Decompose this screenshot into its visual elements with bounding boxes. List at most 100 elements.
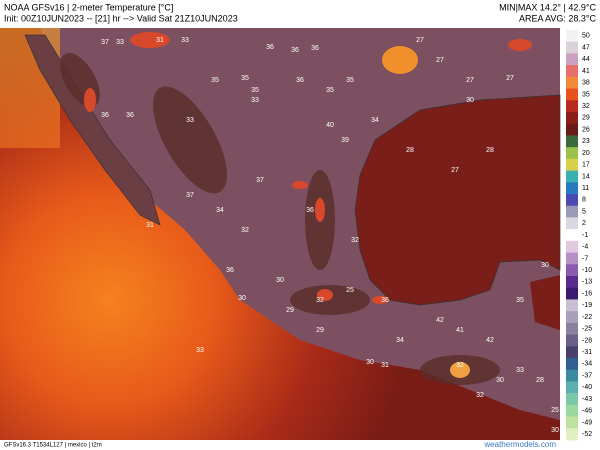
colorbar-swatch (566, 334, 578, 347)
colorbar-swatch (566, 240, 578, 254)
model-info: GFSv16.3 T1534L127 | mexico | t2m (4, 443, 102, 449)
temp-label: 36 (226, 267, 234, 274)
colorbar-swatch (566, 182, 578, 195)
colorbar-swatch (566, 53, 578, 66)
colorbar-label: 35 (582, 91, 590, 98)
colorbar-swatch (566, 229, 578, 242)
colorbar-label: 50 (582, 33, 590, 40)
colorbar-swatch (566, 346, 578, 359)
temp-label: 36 (381, 297, 389, 304)
colorbar-label: 2 (582, 220, 586, 227)
temp-label: 29 (316, 327, 324, 334)
colorbar-swatch (566, 112, 578, 125)
colorbar-swatch (566, 393, 578, 406)
temp-label: 27 (436, 57, 444, 64)
colorbar-swatch (566, 311, 578, 324)
colorbar-label: -10 (582, 267, 592, 274)
colorbar-swatch (566, 41, 578, 54)
colorbar-swatch (566, 428, 578, 441)
caribbean (530, 275, 560, 330)
temp-label: 36 (306, 207, 314, 214)
temp-label: 32 (351, 237, 359, 244)
colorbar-label: 29 (582, 115, 590, 122)
temp-label: 32 (456, 362, 464, 369)
colorbar-label: -43 (582, 396, 592, 403)
temp-label: 27 (451, 167, 459, 174)
colorbar-label: -7 (582, 255, 588, 262)
colorbar-label: 23 (582, 138, 590, 145)
colorbar-swatch (566, 252, 578, 265)
temp-label: 31 (146, 222, 154, 229)
site[interactable]: weathermodels.com (483, 440, 556, 449)
colorbar-label: 41 (582, 68, 590, 75)
colorbar-label: -16 (582, 290, 592, 297)
colorbar-label: 14 (582, 173, 590, 180)
temp-label: 30 (466, 97, 474, 104)
colorbar-label: -19 (582, 302, 592, 309)
temp-label: 27 (416, 37, 424, 44)
colorbar-swatch (566, 65, 578, 78)
temp-label: 42 (486, 337, 494, 344)
temp-label: 35 (326, 87, 334, 94)
colorbar-label: 32 (582, 103, 590, 110)
colorbar-label: -13 (582, 279, 592, 286)
area-avg: AREA AVG: 28.3°C (519, 13, 596, 23)
temp-label: 37 (101, 39, 109, 46)
temp-label: 41 (456, 327, 464, 334)
temp-label: 33 (516, 367, 524, 374)
temp-label: 30 (238, 295, 246, 302)
temp-label: 35 (346, 77, 354, 84)
gulf-of-mexico (354, 94, 561, 306)
colorbar-swatch (566, 404, 578, 418)
colorbar-swatch (566, 416, 578, 429)
temp-label: 30 (276, 277, 284, 284)
header-bg (0, 0, 600, 28)
temp-label: 36 (296, 77, 304, 84)
colorbar-label: 20 (582, 150, 590, 157)
temp-label: 36 (126, 112, 134, 119)
temp-label: 35 (251, 87, 259, 94)
temp-label: 30 (541, 262, 549, 269)
temp-label: 42 (436, 317, 444, 324)
colorbar-label: 47 (582, 44, 590, 51)
temp-label: 30 (551, 427, 559, 434)
title: NOAA GFSv16 | 2-meter Temperature [°C] (4, 2, 173, 12)
colorbar-swatch (566, 276, 578, 289)
temp-label: 35 (516, 297, 524, 304)
pacific-ocean (0, 28, 560, 440)
colorbar-label: -25 (582, 326, 592, 333)
temp-label: 33 (196, 347, 204, 354)
colorbar-label: 5 (582, 208, 586, 215)
colorbar-swatch (566, 264, 578, 277)
colorbar-swatch (566, 194, 578, 207)
colorbar-swatch (566, 170, 578, 183)
temp-label: 28 (406, 147, 414, 154)
temp-label: 39 (341, 137, 349, 144)
colorbar-label: 38 (582, 80, 590, 87)
colorbar-label: -34 (582, 361, 592, 368)
colorbar-swatch (566, 322, 578, 336)
colorbar-swatch (566, 358, 578, 371)
init-time: Init: 00Z10JUN2023 -- [21] hr --> Valid … (4, 13, 238, 23)
temp-label: 33 (251, 97, 259, 104)
temp-label: 34 (216, 207, 224, 214)
temp-label: 36 (266, 44, 274, 51)
hot-spots (84, 32, 532, 378)
colorbar-swatch (566, 135, 578, 148)
colorbar-swatch (566, 287, 578, 300)
temp-label: 31 (381, 362, 389, 369)
colorbar-swatch (566, 123, 578, 136)
temp-label: 34 (371, 117, 379, 124)
temp-label: 35 (211, 77, 219, 84)
temp-label: 32 (241, 227, 249, 234)
colorbar-label: 26 (582, 126, 590, 133)
colorbar-label: -46 (582, 408, 592, 415)
temp-label: 33 (181, 37, 189, 44)
temp-label: 28 (536, 377, 544, 384)
temp-label: 27 (506, 75, 514, 82)
temp-label: 36 (101, 112, 109, 119)
colorbar-swatch (566, 76, 578, 90)
temp-label: 36 (311, 45, 319, 52)
temp-label: 28 (486, 147, 494, 154)
